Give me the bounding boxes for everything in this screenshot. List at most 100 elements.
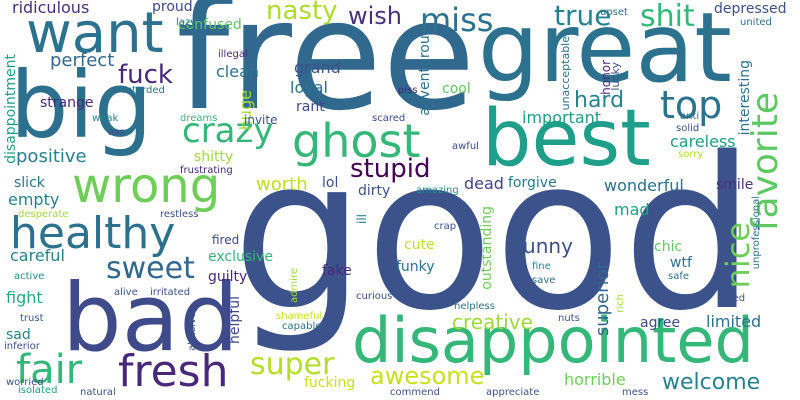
word-funny: funny — [516, 234, 573, 258]
word-interesting: interesting — [737, 60, 753, 136]
word-awful: awful — [452, 141, 479, 152]
word-chic: chic — [654, 239, 683, 255]
word-outstanding: outstanding — [479, 206, 495, 290]
word-dirty: dirty — [358, 183, 391, 199]
word-invite: invite — [244, 113, 278, 127]
word-agree: agree — [640, 315, 681, 331]
word-fuck: fuck — [118, 60, 173, 90]
word-save: save — [532, 275, 556, 286]
word-superior: superior — [592, 262, 613, 337]
word-fight: fight — [6, 288, 43, 307]
word-disappointed: disappointed — [352, 304, 754, 377]
word-lol: lol — [322, 175, 339, 191]
word-worth: worth — [256, 174, 308, 195]
word-fired: fired — [212, 233, 240, 247]
word-mess: mess — [622, 387, 649, 398]
word-admire: admire — [289, 268, 300, 304]
word-creative: creative — [452, 310, 533, 334]
word-wtf: wtf — [670, 255, 692, 271]
word-limited: limited — [706, 312, 762, 331]
word-depressed: depressed — [714, 1, 787, 17]
word-capable: capable — [282, 321, 322, 332]
word-rich: rich — [615, 294, 626, 313]
word-natural: natural — [80, 387, 116, 398]
word-rant: rant — [296, 99, 325, 115]
word-ridiculous: ridiculous — [12, 0, 90, 17]
word-wonderful: wonderful — [604, 176, 684, 195]
word-fine: fine — [532, 261, 551, 272]
word-amazing: amazing — [416, 185, 459, 196]
word-perfect: perfect — [50, 50, 115, 71]
word-unacceptable: unacceptable — [559, 36, 572, 111]
word-illegal: illegal — [218, 49, 248, 60]
word-careful: careful — [10, 246, 65, 265]
word-bad: bad — [62, 264, 239, 373]
word-cute: cute — [404, 237, 435, 253]
word-active: active — [14, 271, 45, 282]
word-crazy: crazy — [182, 111, 274, 151]
word-smile: smile — [716, 177, 754, 193]
word-alive: alive — [114, 287, 138, 298]
word-shitty: shitty — [194, 149, 234, 165]
word-wrong: wrong — [72, 158, 221, 214]
word-free: free — [176, 0, 476, 144]
word-restless: restless — [160, 209, 199, 220]
word-cool: cool — [442, 81, 471, 97]
word-positive: positive — [16, 146, 87, 167]
word-slick: slick — [14, 175, 45, 191]
word-forgive: forgive — [508, 175, 557, 191]
word-super: super — [250, 347, 335, 382]
word-exclusive: exclusive — [208, 249, 273, 265]
word-inferior: inferior — [4, 341, 40, 352]
word-united: united — [740, 17, 772, 28]
word-adventurous: adventurous — [417, 28, 433, 116]
word-sad: sad — [6, 327, 31, 343]
word-irritated: irritated — [150, 287, 191, 298]
word-shameful: shameful — [276, 311, 323, 322]
word-grand: grand — [294, 58, 341, 77]
word-tired: tired — [722, 293, 746, 304]
word-nasty: nasty — [266, 0, 338, 26]
word-crap: crap — [434, 221, 457, 232]
word-awesome: awesome — [370, 362, 485, 390]
word-confused: confused — [178, 17, 242, 33]
word-frustrating: frustrating — [180, 165, 233, 176]
word-important: important — [522, 108, 602, 127]
word-dreams: dreams — [180, 113, 218, 124]
word-retarded: retarded — [122, 85, 165, 96]
word-curious: curious — [356, 291, 393, 302]
word-strange: strange — [40, 95, 94, 111]
word-good: good — [232, 112, 756, 357]
word-fucking: fucking — [304, 375, 356, 391]
word-desperate: desperate — [18, 209, 69, 220]
word-sweet: sweet — [106, 251, 195, 286]
word-isolated: isolated — [18, 385, 58, 396]
word-unprofessional: unprofessional — [751, 196, 762, 270]
word-welcome: welcome — [662, 370, 761, 395]
word-trust: trust — [20, 313, 44, 324]
word-ass: ass — [108, 127, 125, 138]
word-nuts: nuts — [558, 313, 580, 324]
word-big: big — [10, 52, 153, 159]
word-fresh: fresh — [118, 346, 229, 397]
word-miss: miss — [420, 1, 494, 39]
word-fake: fake — [322, 263, 352, 279]
word-disappointment: disappointment — [3, 54, 19, 164]
word-solid: solid — [676, 123, 700, 134]
word-careless: careless — [670, 132, 736, 151]
word-scared: scared — [372, 113, 406, 124]
word-wish: wish — [348, 2, 403, 30]
word-helpless: helpless — [454, 301, 495, 312]
word-clean: clean — [216, 62, 260, 81]
word-healthy-large: healthy — [10, 208, 176, 259]
word-ill: ill — [355, 214, 369, 225]
word-empty: empty — [8, 190, 60, 209]
word-shit: shit — [640, 0, 695, 34]
word-horrible: horrible — [564, 370, 626, 389]
word-piss: piss — [398, 85, 418, 96]
word-hard: hard — [574, 88, 625, 113]
word-dead: dead — [464, 174, 504, 193]
word-helpful: helpful — [227, 296, 243, 344]
word-funky: funky — [396, 259, 435, 275]
